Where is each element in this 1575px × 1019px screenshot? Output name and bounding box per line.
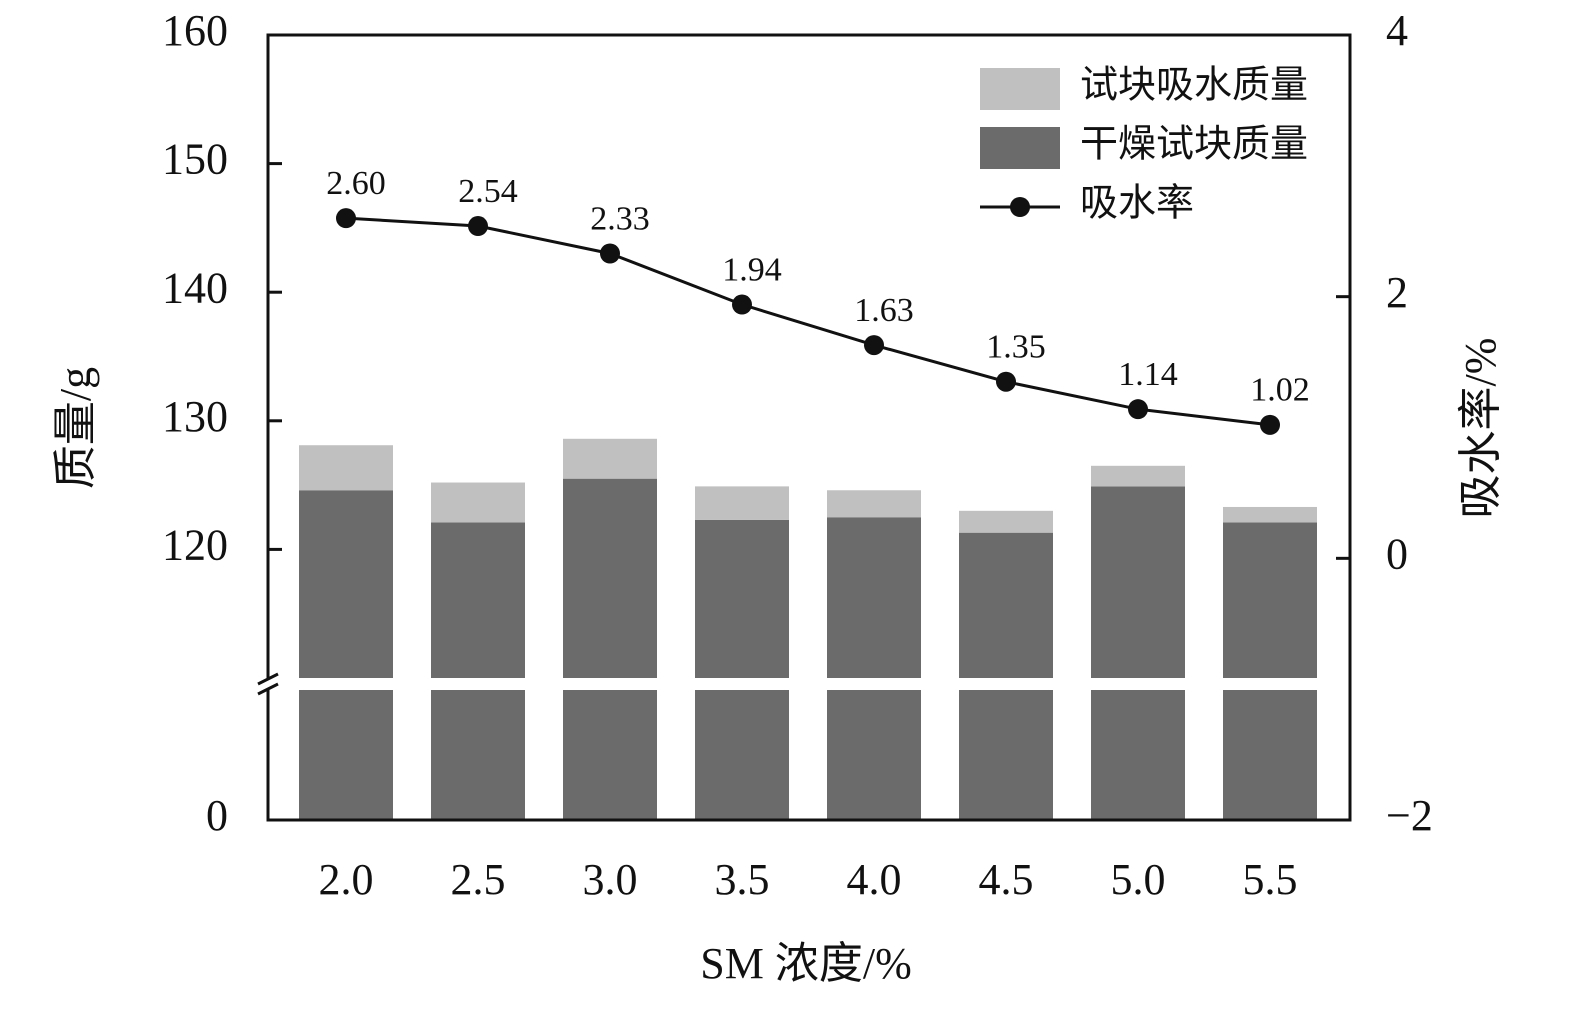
line-marker: [336, 208, 356, 229]
break-gap-left: [264, 679, 272, 689]
bar: [431, 522, 525, 820]
y-tick-label: 150: [162, 135, 228, 184]
axis-break-gap: [270, 678, 1348, 690]
bar: [563, 478, 657, 820]
line-marker: [468, 216, 488, 237]
plot-frame: [266, 33, 1352, 822]
bar: [695, 519, 789, 820]
bar: [563, 438, 657, 479]
line-marker: [1260, 414, 1280, 435]
bar: [1091, 486, 1185, 820]
x-tick-label: 2.0: [319, 855, 374, 904]
legend-swatch: [980, 127, 1060, 169]
x-tick-label: 3.0: [583, 855, 638, 904]
y2-axis-label: 吸水率/%: [1456, 338, 1505, 519]
line-marker: [864, 335, 884, 356]
break-slash: [257, 682, 279, 696]
bar: [959, 532, 1053, 820]
data-label: 1.94: [722, 251, 782, 288]
y-tick-label: 140: [162, 263, 228, 312]
data-label: 1.35: [986, 329, 1046, 366]
bar: [827, 490, 921, 518]
legend-swatch: [980, 68, 1060, 110]
y2-tick-label: 2: [1386, 268, 1408, 317]
data-label: 1.14: [1118, 356, 1178, 393]
line-marker: [996, 371, 1016, 392]
x-tick-label: 4.0: [847, 855, 902, 904]
legend-label: 吸水率: [1080, 183, 1194, 225]
bar: [1091, 465, 1185, 487]
x-tick-label: 5.5: [1243, 855, 1298, 904]
bar: [299, 490, 393, 820]
y-tick-label: 160: [162, 6, 228, 55]
y2-tick-label: 0: [1386, 529, 1408, 578]
break-slash: [257, 672, 279, 686]
x-tick-label: 3.5: [715, 855, 770, 904]
y-tick-label: 130: [162, 392, 228, 441]
y-tick-label: 120: [162, 520, 228, 569]
y2-tick-label: 4: [1386, 6, 1408, 55]
legend-label: 试块吸水质量: [1080, 65, 1308, 107]
bar: [827, 517, 921, 820]
data-label: 2.33: [590, 200, 650, 237]
data-label: 1.63: [854, 292, 914, 329]
bar: [959, 510, 1053, 533]
line-marker: [600, 243, 620, 264]
bar: [299, 445, 393, 491]
y-axis-label: 质量/g: [51, 367, 100, 489]
legend-marker: [1010, 197, 1030, 217]
y-tick-label: 0: [206, 791, 228, 840]
line-marker: [732, 294, 752, 315]
bar: [1223, 522, 1317, 820]
x-tick-label: 4.5: [979, 855, 1034, 904]
line: [345, 216, 1271, 427]
data-label: 2.60: [326, 165, 386, 202]
x-axis-label: SM 浓度/%: [700, 939, 911, 988]
x-tick-label: 2.5: [451, 855, 506, 904]
legend-label: 干燥试块质量: [1080, 124, 1308, 166]
x-tick-label: 5.0: [1111, 855, 1166, 904]
bar: [695, 486, 789, 520]
bar: [431, 482, 525, 523]
line-marker: [1128, 399, 1148, 420]
y2-tick-label: −2: [1386, 791, 1433, 840]
data-label: 2.54: [458, 173, 518, 210]
data-label: 1.02: [1250, 372, 1310, 409]
bar: [1223, 506, 1317, 523]
